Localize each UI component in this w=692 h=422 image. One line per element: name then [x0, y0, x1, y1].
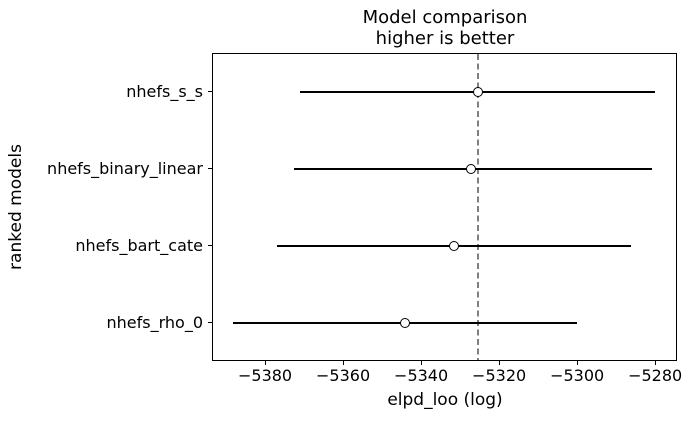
y-tick-nhefs_rho_0	[208, 322, 212, 323]
chart-title: Model comparison higher is better	[363, 7, 528, 49]
marker-nhefs_bart_cate	[449, 240, 460, 251]
x-tick--5380	[264, 361, 266, 365]
y-tick-nhefs_bart_cate	[208, 245, 212, 246]
chart-title-line1: Model comparison	[362, 7, 528, 28]
y-tick-nhefs_s_s	[208, 91, 212, 92]
category-label-nhefs_bart_cate: nhefs_bart_cate	[75, 236, 203, 255]
marker-nhefs_binary_linear	[466, 163, 477, 174]
x-axis-label: elpd_loo (log)	[387, 390, 503, 410]
x-tick-label--5280: −5280	[628, 366, 683, 385]
x-tick-label--5340: −5340	[394, 366, 449, 385]
marker-nhefs_rho_0	[400, 317, 411, 328]
category-label-nhefs_binary_linear: nhefs_binary_linear	[47, 159, 203, 178]
x-tick-label--5380: −5380	[237, 366, 293, 385]
x-tick--5280	[654, 361, 656, 365]
x-tick--5340	[420, 361, 422, 365]
x-tick-label--5320: −5320	[472, 366, 527, 385]
chart-title-line2: higher is better	[375, 28, 515, 49]
x-tick-label--5360: −5360	[316, 366, 371, 385]
reference-line	[477, 54, 479, 360]
category-label-nhefs_s_s: nhefs_s_s	[126, 82, 203, 101]
category-label-nhefs_rho_0: nhefs_rho_0	[106, 313, 204, 332]
x-tick--5320	[498, 361, 500, 365]
plot-area	[212, 53, 677, 361]
x-tick--5300	[576, 361, 578, 365]
y-tick-nhefs_binary_linear	[208, 168, 212, 169]
marker-nhefs_s_s	[473, 86, 484, 97]
x-tick-label--5300: −5300	[550, 366, 605, 385]
x-tick--5360	[342, 361, 344, 365]
